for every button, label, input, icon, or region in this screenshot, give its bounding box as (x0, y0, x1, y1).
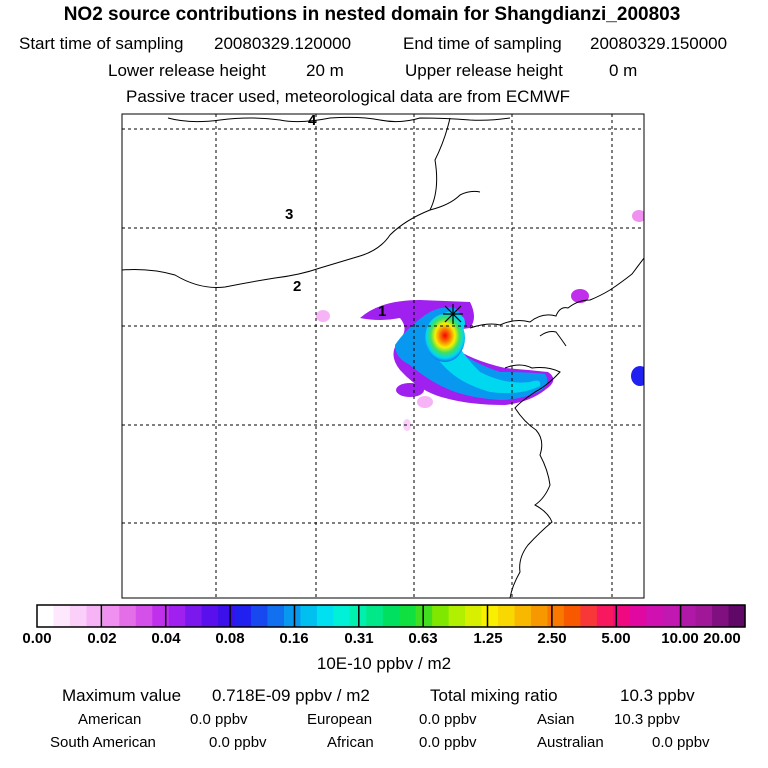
colorbar-swatch (168, 605, 186, 627)
colorbar-swatch (547, 605, 565, 627)
colorbar-swatch (580, 605, 598, 627)
colorbar-swatch (382, 605, 400, 627)
upper-height-label: Upper release height (405, 61, 563, 80)
colorbar-label-0: 0.00 (22, 630, 52, 647)
source-value-australian: 0.0 ppbv (652, 734, 710, 751)
colorbar-swatch (563, 605, 581, 627)
lat-label-1: 1 (378, 303, 386, 320)
lat-label-4: 4 (308, 112, 317, 129)
colorbar-label-7: 1.25 (473, 630, 503, 647)
colorbar-unit: 10E-10 ppbv / m2 (316, 654, 452, 673)
colorbar-swatch (465, 605, 483, 627)
colorbar-label-3: 0.08 (215, 630, 245, 647)
colorbar-swatch (53, 605, 71, 627)
colorbar-swatch (267, 605, 285, 627)
colorbar-label-4: 0.16 (279, 630, 309, 647)
lat-label-2: 2 (293, 278, 301, 295)
colorbar-swatch (283, 605, 302, 627)
source-name-american: American (78, 711, 142, 728)
colorbar-swatch (316, 605, 334, 627)
colorbar-swatch (662, 605, 680, 627)
tracer-note: Passive tracer used, meteorological data… (126, 87, 571, 106)
max-value: 0.718E-09 ppbv / m2 (212, 686, 370, 705)
colorbar-swatch (135, 605, 153, 627)
colorbar-swatch (712, 605, 730, 627)
colorbar-label-8: 2.50 (537, 630, 567, 647)
colorbar-swatch (613, 605, 631, 627)
end-time-value: 20080329.150000 (590, 34, 728, 53)
map-area: 1 2 3 4 (122, 112, 644, 598)
colorbar-swatch (432, 605, 450, 627)
colorbar-swatch (728, 605, 746, 627)
start-time-value: 20080329.120000 (214, 34, 352, 53)
source-name-asian: Asian (537, 711, 575, 728)
page-title: NO2 source contributions in nested domai… (63, 4, 681, 25)
colorbar-swatch (629, 605, 647, 627)
colorbar-swatch (530, 605, 549, 627)
colorbar-label-11: 20.00 (703, 630, 741, 647)
colorbar-swatch (152, 605, 170, 627)
colorbar-swatch (201, 605, 219, 627)
source-name-african: African (327, 734, 374, 751)
colorbar-swatch (86, 605, 104, 627)
source-value-asian: 10.3 ppbv (614, 711, 680, 728)
colorbar-swatch (185, 605, 203, 627)
colorbar-swatch (300, 605, 318, 627)
boundaries (122, 116, 644, 598)
graticule (122, 114, 644, 598)
colorbar-swatch (448, 605, 466, 627)
start-time-label: Start time of sampling (19, 34, 184, 53)
colorbar-swatch (646, 605, 664, 627)
upper-height-value: 0 m (609, 61, 638, 80)
colorbar-swatch (596, 605, 614, 627)
colorbar-swatch (481, 605, 499, 627)
max-value-label: Maximum value (62, 686, 182, 705)
lower-height-label: Lower release height (108, 61, 266, 80)
colorbar-swatch (399, 605, 417, 627)
colorbar-swatch (69, 605, 87, 627)
total-mixing-value: 10.3 ppbv (620, 686, 695, 705)
total-mixing-label: Total mixing ratio (430, 686, 558, 705)
colorbar-label-5: 0.31 (344, 630, 374, 647)
colorbar-swatch (333, 605, 351, 627)
colorbar-label-6: 0.63 (408, 630, 438, 647)
colorbar-label-9: 5.00 (601, 630, 631, 647)
colorbar-swatch (366, 605, 384, 627)
source-value-european: 0.0 ppbv (419, 711, 477, 728)
lat-label-3: 3 (285, 206, 293, 223)
colorbar (37, 605, 746, 627)
lower-height-value: 20 m (306, 61, 344, 80)
colorbar-swatch (119, 605, 137, 627)
source-name-australian: Australian (537, 734, 604, 751)
colorbar-swatch (234, 605, 252, 627)
source-value-south-american: 0.0 ppbv (209, 734, 267, 751)
colorbar-swatch (695, 605, 713, 627)
colorbar-swatch (37, 605, 55, 627)
source-name-south-american: South American (50, 734, 156, 751)
source-value-american: 0.0 ppbv (190, 711, 248, 728)
colorbar-ticks (100, 605, 682, 627)
colorbar-swatch (102, 605, 120, 627)
colorbar-label-2: 0.04 (151, 630, 181, 647)
colorbar-swatch (679, 605, 697, 627)
colorbar-label-10: 10.00 (661, 630, 699, 647)
colorbar-swatch (415, 605, 433, 627)
colorbar-swatch (251, 605, 269, 627)
end-time-label: End time of sampling (403, 34, 562, 53)
source-name-european: European (307, 711, 373, 728)
source-value-african: 0.0 ppbv (419, 734, 477, 751)
concentration-plume (316, 210, 644, 431)
colorbar-frame (36, 604, 746, 628)
colorbar-swatch (514, 605, 532, 627)
station-marker (443, 304, 463, 324)
map-frame (121, 113, 645, 599)
colorbar-label-1: 0.02 (87, 630, 117, 647)
colorbar-swatch (218, 605, 236, 627)
colorbar-swatch (498, 605, 516, 627)
